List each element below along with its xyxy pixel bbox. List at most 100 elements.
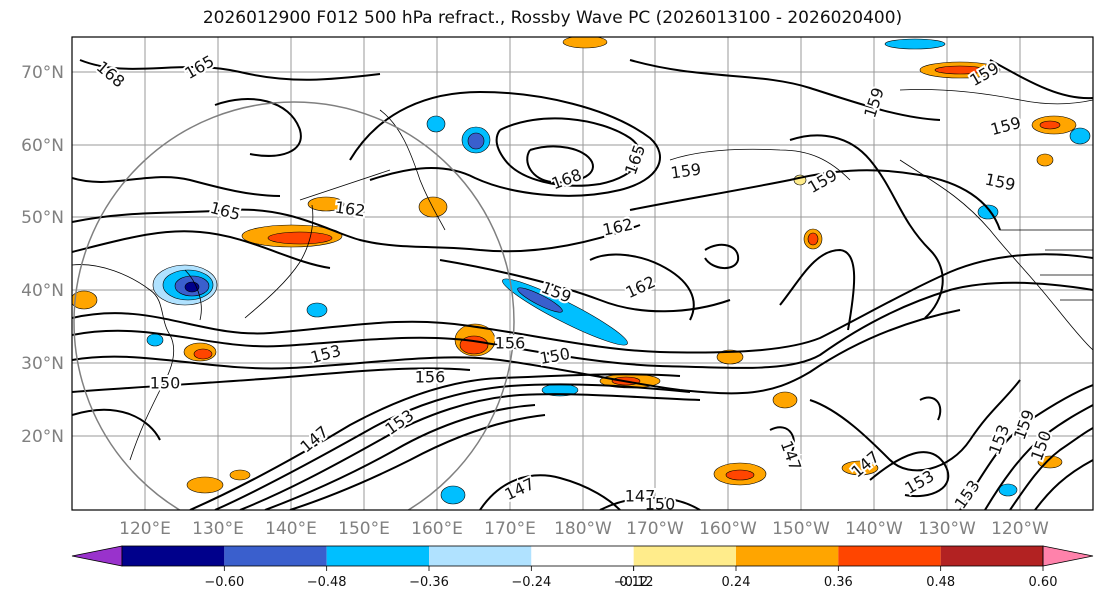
lon-label-4: 160°E xyxy=(411,519,463,539)
colorbar-box-8 xyxy=(940,546,1043,566)
lon-label-11: 130°W xyxy=(918,519,976,539)
contour-line-22 xyxy=(789,134,944,319)
lon-label-5: 170°E xyxy=(484,519,536,539)
latitude-axis: 70°N 60°N 50°N 40°N 30°N 20°N xyxy=(21,63,64,447)
contour-line-2 xyxy=(72,281,1093,369)
contour-label-156-central: 156 xyxy=(495,334,526,353)
shade-red-japan-n xyxy=(267,231,333,245)
contour-line-10 xyxy=(72,230,331,269)
shaded-anomalies xyxy=(72,37,1091,505)
lat-label-1: 60°N xyxy=(21,136,64,156)
shade-red-hawaii xyxy=(725,469,755,481)
lon-label-6: 180°W xyxy=(554,519,612,539)
contour-line-35 xyxy=(72,408,161,441)
contour-line-17 xyxy=(72,208,641,253)
contour-line-9 xyxy=(289,414,546,510)
contour-line-1 xyxy=(72,253,1093,354)
colorbar: −0.60 −0.48 −0.36 −0.24 −0.120.12 0.24 0.36 0.4… xyxy=(71,545,1094,590)
contour-line-15 xyxy=(495,117,641,187)
contour-line-13 xyxy=(214,98,302,157)
colorbar-tick-label-8: 0.48 xyxy=(926,575,955,590)
colorbar-tick-label-4: −0.12 xyxy=(614,575,654,590)
lon-label-8: 160°W xyxy=(699,519,757,539)
lon-label-7: 170°W xyxy=(626,519,684,539)
lon-label-0: 120°E xyxy=(119,519,171,539)
contour-label-156-jet: 156 xyxy=(415,368,446,387)
colorbar-outline xyxy=(121,545,1044,567)
shade-red-east-pac xyxy=(807,232,819,246)
coastline-korea xyxy=(184,269,202,321)
contour-label-150-bottom: 150 xyxy=(645,495,676,514)
shade-skyblue-pacific-s xyxy=(440,485,466,505)
contour-line-27 xyxy=(984,404,1093,510)
contour-line-31 xyxy=(599,496,701,510)
colorbar-box-3 xyxy=(429,546,532,566)
colorbar-tick-label-2: −0.36 xyxy=(409,575,449,590)
shade-skyblue-arctic xyxy=(884,38,946,50)
chart-title: 2026012900 F012 500 hPa refract., Rossby… xyxy=(202,8,903,28)
contour-line-30 xyxy=(479,474,621,510)
contour-line-29 xyxy=(1034,459,1093,510)
contour-line-33 xyxy=(769,426,795,456)
lat-label-5: 20°N xyxy=(21,427,64,447)
lon-label-2: 140°E xyxy=(265,519,317,539)
coastline-alaska xyxy=(669,148,851,181)
map-frame xyxy=(71,36,1094,511)
contour-line-23 xyxy=(779,248,856,331)
colorbar-tick-label-3: −0.24 xyxy=(511,575,551,590)
contour-line-5 xyxy=(189,373,681,510)
colorbar-box-4 xyxy=(531,546,634,566)
colorbar-tick-label-0: −0.60 xyxy=(204,575,244,590)
contour-label-150-w: 150 xyxy=(150,374,181,393)
contour-line-3 xyxy=(72,309,961,395)
colorbar-tick-label-5: 0.12 xyxy=(619,575,648,590)
lat-label-2: 50°N xyxy=(21,208,64,228)
contour-line-21 xyxy=(629,59,941,121)
contour-line-8 xyxy=(264,404,536,510)
shade-skyblue-se xyxy=(998,483,1018,497)
colorbar-box-2 xyxy=(326,546,429,566)
contour-line-12 xyxy=(79,59,381,81)
shade-orange-kuril xyxy=(307,196,345,212)
shade-orange-okhotsk xyxy=(418,196,448,218)
shade-orange-se xyxy=(841,460,879,476)
shade-orange-west-edge xyxy=(72,290,98,310)
contour-line-14 xyxy=(349,90,661,197)
contour-line-4 xyxy=(72,367,471,393)
colorbar-tick-label-7: 0.36 xyxy=(824,575,853,590)
coastline-okhotsk xyxy=(299,169,391,201)
shade-orange-arctic-nw xyxy=(562,37,608,49)
contour-lines xyxy=(72,59,1093,510)
contour-line-6 xyxy=(214,383,691,510)
colorbar-box-6 xyxy=(736,546,839,566)
shade-skyblue-ne xyxy=(1069,127,1091,145)
coastline-arctic xyxy=(899,89,1093,105)
longitude-axis: 120°E 130°E 140°E 150°E 160°E 170°E 180°W 170°W… xyxy=(119,519,1049,539)
contour-line-32 xyxy=(704,243,740,269)
coastline-kamchatka xyxy=(379,109,446,231)
contour-line-20 xyxy=(629,169,1001,231)
shade-skyblue-china xyxy=(146,333,164,347)
shade-skyblue-alaska xyxy=(426,115,446,133)
contour-line-7 xyxy=(239,393,701,510)
contour-line-18 xyxy=(439,259,731,313)
lat-label-0: 70°N xyxy=(21,63,64,83)
shade-red-china xyxy=(193,348,213,360)
lon-label-9: 150°W xyxy=(772,519,830,539)
shade-skyblue-japan-s xyxy=(306,302,328,318)
shade-red-dateline xyxy=(459,335,489,355)
contour-line-11 xyxy=(72,176,281,197)
lat-label-4: 30°N xyxy=(21,354,64,374)
lon-label-12: 120°W xyxy=(991,519,1049,539)
colorbar-box-7 xyxy=(838,546,941,566)
coastline-na-border xyxy=(1000,229,1093,301)
contour-label-147-bottom: 147 xyxy=(625,487,656,506)
shade-red-arctic-ne xyxy=(934,65,986,75)
shade-blue-okhotsk xyxy=(467,132,485,150)
contour-line-24 xyxy=(809,379,1021,472)
colorbar-box-5 xyxy=(633,546,736,566)
shade-orange-east-mid xyxy=(772,391,798,409)
colorbar-extend-high xyxy=(1042,545,1094,567)
contour-line-26 xyxy=(959,384,1093,510)
